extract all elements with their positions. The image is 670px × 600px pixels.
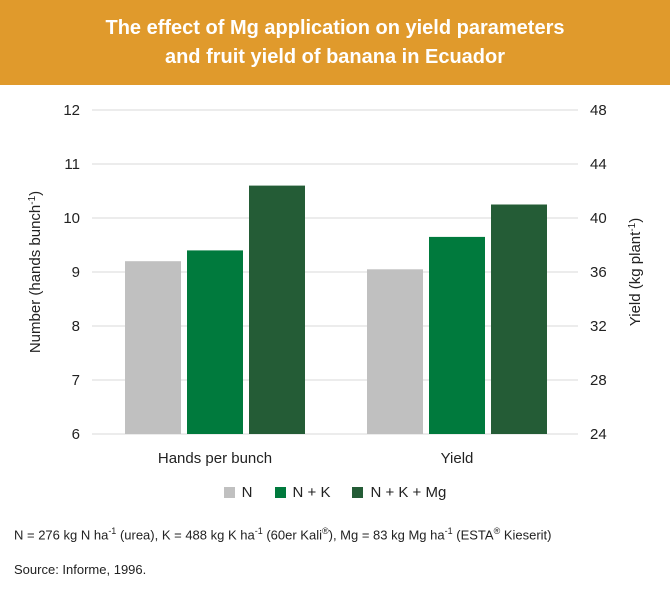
bar-chart: 12 48 11 44 10 40 9 36 8 32 7 28 6 24 Hands per bunch Y… xyxy=(27,102,645,467)
source-note: Source: Informe, 1996. xyxy=(14,562,147,577)
left-tick-label: 7 xyxy=(72,372,80,389)
legend-item-n: N xyxy=(223,484,253,501)
right-tick-label: 28 xyxy=(590,372,607,389)
bar-1-1 xyxy=(429,236,485,434)
footnote-sup: -1 xyxy=(444,526,453,536)
footnote-part: N = 276 kg N ha xyxy=(14,527,109,543)
right-tick-label: 44 xyxy=(590,156,607,173)
bar-1-0 xyxy=(367,269,423,434)
bar-0-0 xyxy=(125,261,181,434)
left-axis-title: Number (hands bunch-1) xyxy=(27,191,45,353)
footnote-part: Kieserit) xyxy=(500,527,552,543)
footnote-part: ), Mg = 83 kg Mg ha xyxy=(328,527,445,543)
footnote: N = 276 kg N ha-1 (urea), K = 488 kg K h… xyxy=(14,526,552,542)
legend-label-nkmg: N + K + Mg xyxy=(370,484,447,501)
left-tick-label: 10 xyxy=(63,210,80,227)
left-tick-label: 8 xyxy=(72,318,80,335)
footnote-part: (60er Kali xyxy=(262,527,322,543)
footnote-part: (urea), K = 488 kg K ha xyxy=(116,527,255,543)
legend-swatch-nkmg xyxy=(352,487,364,498)
category-label: Hands per bunch xyxy=(158,450,272,467)
bar-1-2 xyxy=(491,204,547,434)
legend-item-nkmg: N + K + Mg xyxy=(352,484,446,501)
footnote-part: (ESTA xyxy=(452,527,494,543)
legend-item-nk: N + K xyxy=(274,484,331,501)
chart-title-line-2: and fruit yield of banana in Ecuador xyxy=(164,45,506,68)
right-tick-label: 48 xyxy=(590,102,607,119)
footnote-sup: -1 xyxy=(254,526,263,536)
legend-label-n: N xyxy=(241,484,253,501)
right-axis-title: Yield (kg plant-1) xyxy=(627,218,645,326)
right-tick-label: 36 xyxy=(590,264,607,281)
chart-title-banner: The effect of Mg application on yield pa… xyxy=(0,0,670,85)
footnote-sup: -1 xyxy=(108,526,117,536)
left-tick-label: 6 xyxy=(72,426,80,443)
footnote-sup: ® xyxy=(493,526,501,536)
left-tick-label: 11 xyxy=(64,156,80,173)
bar-0-2 xyxy=(249,185,305,434)
right-tick-label: 40 xyxy=(590,210,607,227)
legend-label-nk: N + K xyxy=(292,484,331,501)
category-label: Yield xyxy=(441,450,474,467)
right-tick-label: 24 xyxy=(590,426,607,443)
left-tick-label: 9 xyxy=(72,264,80,281)
chart-title-line-1: The effect of Mg application on yield pa… xyxy=(105,16,565,39)
bar-0-1 xyxy=(187,250,243,434)
chart-legend: N N + K N + K + Mg xyxy=(0,484,670,501)
footnote-sup: ® xyxy=(321,526,329,536)
legend-swatch-n xyxy=(223,487,235,498)
right-tick-label: 32 xyxy=(590,318,607,335)
legend-swatch-nk xyxy=(274,487,286,498)
left-tick-label: 12 xyxy=(63,102,80,119)
